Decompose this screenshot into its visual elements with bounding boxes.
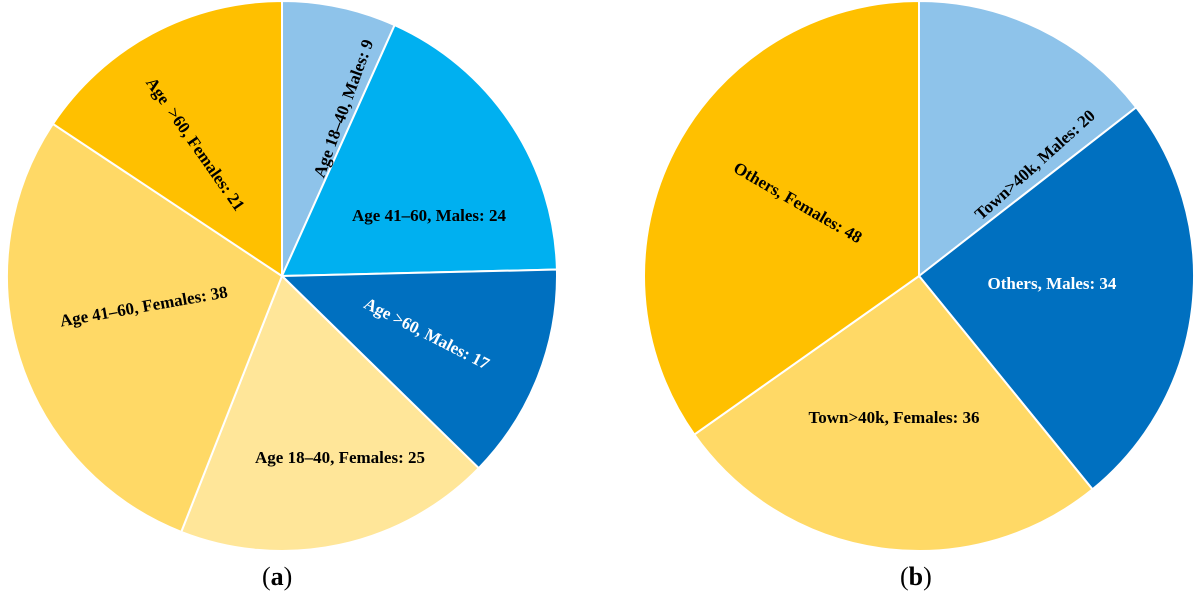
pie-a-slice-2 bbox=[279, 268, 558, 470]
pie-a-slice-label-3: Age 18–40, Females: 25 bbox=[255, 448, 425, 467]
pie-a-slice-label-1: Age 41–60, Males: 24 bbox=[352, 206, 506, 225]
pie-a-slice-0 bbox=[281, 0, 396, 277]
panel-label-a: (a) bbox=[262, 562, 293, 591]
panel-label-b: (b) bbox=[900, 562, 932, 591]
pie-b-slice-3 bbox=[643, 0, 920, 436]
panel-letter-b: b bbox=[908, 562, 924, 591]
pie-b-slice-label-1: Others, Males: 34 bbox=[988, 274, 1117, 293]
pie-a-slice-5 bbox=[51, 0, 283, 278]
pie-b-slice-2 bbox=[692, 274, 1094, 552]
pie-b-slice-1 bbox=[917, 105, 1195, 491]
panel-letter-a: a bbox=[270, 562, 284, 591]
pie-b-slice-0 bbox=[918, 0, 1138, 279]
pie-b-slice-label-2: Town>40k, Females: 36 bbox=[808, 408, 979, 427]
pie-a-slice-4 bbox=[6, 122, 284, 534]
pie-a-slice-1 bbox=[280, 23, 558, 278]
